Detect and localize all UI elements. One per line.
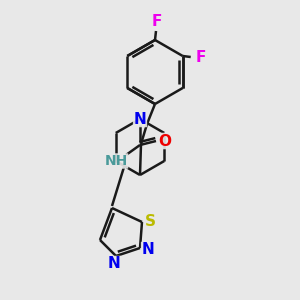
- Text: N: N: [134, 112, 146, 127]
- Text: N: N: [108, 256, 120, 272]
- Text: NH: NH: [104, 154, 128, 168]
- Text: N: N: [142, 242, 154, 257]
- Text: F: F: [196, 50, 206, 65]
- Text: F: F: [152, 14, 162, 29]
- Text: O: O: [158, 134, 172, 148]
- Text: S: S: [145, 214, 155, 230]
